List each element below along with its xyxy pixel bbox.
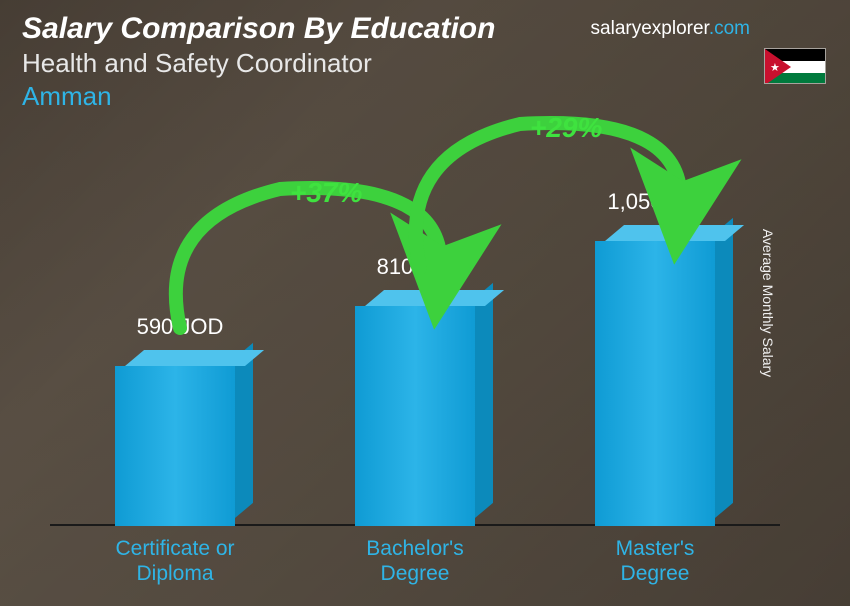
bar-category-label: Certificate orDiploma [75,536,275,586]
arrow-svg [50,126,780,526]
flag-jordan: ★ [764,48,826,84]
source-brand: salaryexplorer [591,18,709,39]
source-attribution: salaryexplorer.com [591,18,750,40]
bar-chart: 590 JOD Certificate orDiploma 810 JOD Ba… [50,126,780,526]
arrow-path [416,123,681,268]
source-tld: .com [709,18,750,39]
chart-subtitle: Health and Safety Coordinator [22,48,828,79]
chart-canvas: Salary Comparison By Education Health an… [0,0,850,606]
increase-pct-label: +29% [530,112,602,144]
flag-star: ★ [770,61,780,74]
increase-arrow: +29% [50,126,780,526]
bar-category-label: Master'sDegree [555,536,755,586]
bar-category-label: Bachelor'sDegree [315,536,515,586]
chart-location: Amman [22,81,828,112]
